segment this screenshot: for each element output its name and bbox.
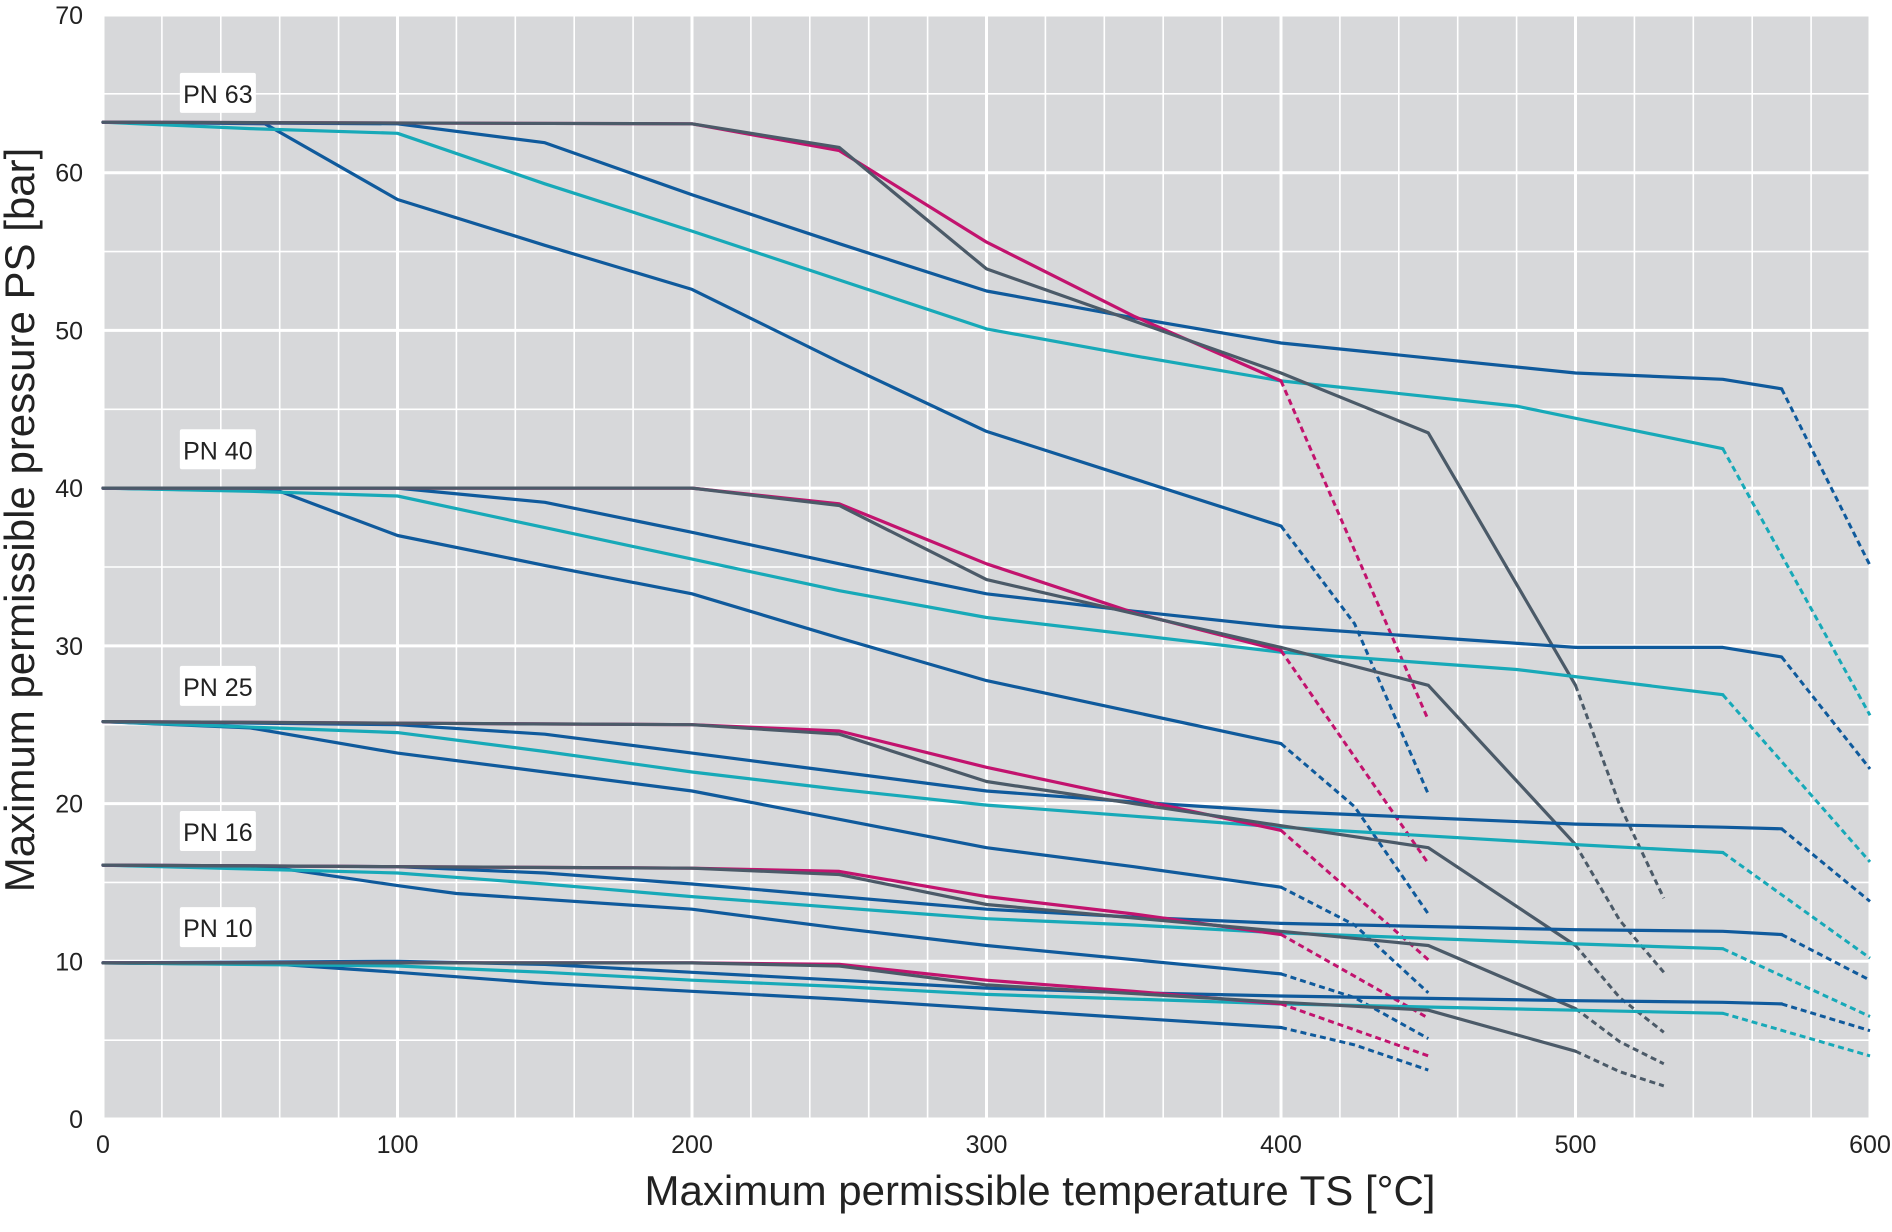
series-pn40-dark-blue-dashed-line xyxy=(1780,655,1872,770)
series-pn63-dark-blue-dashed-line xyxy=(1780,388,1872,567)
series-pn10-gray-line xyxy=(101,961,1578,1053)
pressure-class-label-box xyxy=(179,72,256,113)
series-pn63-teal-dashed-line xyxy=(1721,447,1872,717)
pressure-class-label: PN 63 xyxy=(183,81,252,109)
pressure-class-label: PN 40 xyxy=(183,437,252,465)
series-pn25-dark-blue-dashed-line xyxy=(1780,827,1871,903)
series-pn16-gray-line xyxy=(101,863,1578,1011)
x-tick-label: 100 xyxy=(377,1131,419,1159)
series-pn40-magenta-dashed-line xyxy=(1279,649,1430,865)
series-pn10-dark-blue-dashed-line xyxy=(1781,1002,1871,1033)
series-pn25-teal-dashed-line xyxy=(1721,851,1871,960)
series-pn40-dark-blue-line xyxy=(101,486,1283,746)
pressure-class-label-box xyxy=(179,810,256,851)
series-pn63-dark-blue-line xyxy=(101,120,1784,391)
series-pn16-dark-blue-dashed-line xyxy=(1780,933,1871,982)
series-pn16-magenta-dashed-line xyxy=(1280,933,1430,1020)
pressure-class-label-box xyxy=(179,665,256,706)
x-tick-label: 200 xyxy=(671,1131,713,1159)
pressure-class-label-box xyxy=(179,429,256,470)
series-pn63-teal-line xyxy=(101,120,1725,451)
series-pn63-gray-dashed-line xyxy=(1574,684,1666,899)
y-axis-title: Maximum permissible pressure PS [bar] xyxy=(0,148,43,893)
x-axis-title: Maximum permissible temperature TS [°C] xyxy=(645,1167,1436,1214)
series-lines xyxy=(101,120,1872,1088)
y-tick-label: 10 xyxy=(55,948,83,976)
y-tick-label: 20 xyxy=(55,791,83,819)
series-pn10-dark-blue-line xyxy=(101,961,1283,1030)
pressure-class-labels: PN 63 PN 40 PN 25 PN 16 PN 10 xyxy=(179,72,256,948)
series-pn40-teal-line xyxy=(101,486,1725,697)
pressure-class-label: PN 10 xyxy=(183,915,252,943)
grid xyxy=(101,13,1872,1121)
series-pn16-dark-blue-line xyxy=(101,863,1784,937)
series-pn63-magenta-dashed-line xyxy=(1279,380,1430,721)
series-pn16-dark-blue-dashed-line xyxy=(1280,972,1430,1040)
series-pn40-dark-blue-line xyxy=(101,486,1784,659)
series-pn40-teal-dashed-line xyxy=(1721,693,1872,863)
series-pn25-gray-line xyxy=(101,719,1578,948)
x-tick-label: 300 xyxy=(966,1131,1008,1159)
series-pn63-dark-blue-dashed-line xyxy=(1279,525,1430,795)
series-pn25-dark-blue-line xyxy=(101,719,1283,889)
pressure-class-label: PN 16 xyxy=(183,819,252,847)
series-pn25-teal-line xyxy=(101,719,1725,855)
x-tick-label: 600 xyxy=(1849,1131,1891,1159)
y-tick-label: 50 xyxy=(55,317,83,345)
y-tick-label: 0 xyxy=(69,1106,83,1134)
series-pn10-dark-blue-dashed-line xyxy=(1280,1026,1429,1072)
series-pn63-gray-line xyxy=(101,120,1578,687)
series-pn16-teal-dashed-line xyxy=(1722,947,1871,1018)
series-pn40-gray-line xyxy=(101,486,1578,847)
series-pn16-teal-line xyxy=(101,863,1725,951)
series-pn40-gray-dashed-line xyxy=(1574,843,1665,974)
series-pn10-magenta-dashed-line xyxy=(1280,1002,1429,1058)
y-tick-label: 40 xyxy=(55,475,83,503)
tick-labels: 0 100 200 300 400 500 600 0 10 20 30 40 50 60 70 xyxy=(55,2,1891,1159)
series-pn16-gray-dashed-line xyxy=(1574,1007,1665,1066)
pressure-class-label-box xyxy=(179,907,256,948)
series-pn10-teal-line xyxy=(101,961,1725,1015)
series-pn63-dark-blue-line xyxy=(101,120,1283,528)
y-tick-label: 60 xyxy=(55,160,83,188)
series-pn10-teal-dashed-line xyxy=(1722,1011,1871,1058)
x-tick-label: 0 xyxy=(96,1131,110,1159)
series-pn40-dark-blue-dashed-line xyxy=(1280,742,1430,915)
y-tick-label: 70 xyxy=(55,2,83,30)
series-pn25-gray-dashed-line xyxy=(1574,944,1665,1034)
series-pn16-dark-blue-line xyxy=(101,863,1283,976)
x-tick-label: 400 xyxy=(1260,1131,1302,1159)
pressure-class-label: PN 25 xyxy=(183,674,252,702)
series-pn25-dark-blue-line xyxy=(101,719,1784,831)
y-tick-label: 30 xyxy=(55,633,83,661)
x-tick-label: 500 xyxy=(1555,1131,1597,1159)
